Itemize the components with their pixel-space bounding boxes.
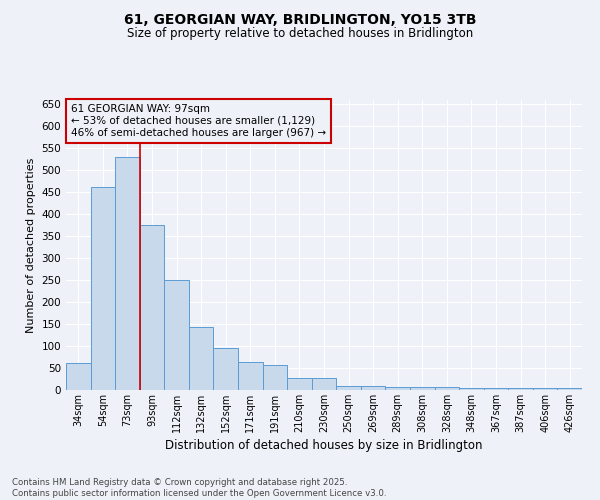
Text: Size of property relative to detached houses in Bridlington: Size of property relative to detached ho… <box>127 28 473 40</box>
Bar <box>312 378 336 390</box>
Bar <box>508 388 533 390</box>
Text: 61, GEORGIAN WAY, BRIDLINGTON, YO15 3TB: 61, GEORGIAN WAY, BRIDLINGTON, YO15 3TB <box>124 12 476 26</box>
Bar <box>410 387 434 390</box>
Bar <box>214 348 238 390</box>
Bar <box>287 378 312 390</box>
Bar <box>484 388 508 390</box>
Bar <box>91 187 115 390</box>
Text: Contains HM Land Registry data © Crown copyright and database right 2025.
Contai: Contains HM Land Registry data © Crown c… <box>12 478 386 498</box>
Bar <box>557 388 582 390</box>
Bar <box>434 387 459 390</box>
Text: 61 GEORGIAN WAY: 97sqm
← 53% of detached houses are smaller (1,129)
46% of semi-: 61 GEORGIAN WAY: 97sqm ← 53% of detached… <box>71 104 326 138</box>
Bar <box>164 280 189 390</box>
Bar <box>66 363 91 390</box>
Bar <box>189 327 214 390</box>
Bar <box>533 388 557 390</box>
X-axis label: Distribution of detached houses by size in Bridlington: Distribution of detached houses by size … <box>165 439 483 452</box>
Bar <box>263 366 287 390</box>
Y-axis label: Number of detached properties: Number of detached properties <box>26 158 36 332</box>
Bar <box>115 157 140 390</box>
Bar <box>459 388 484 390</box>
Bar <box>336 386 361 390</box>
Bar <box>140 225 164 390</box>
Bar <box>385 387 410 390</box>
Bar <box>361 386 385 390</box>
Bar <box>238 362 263 390</box>
